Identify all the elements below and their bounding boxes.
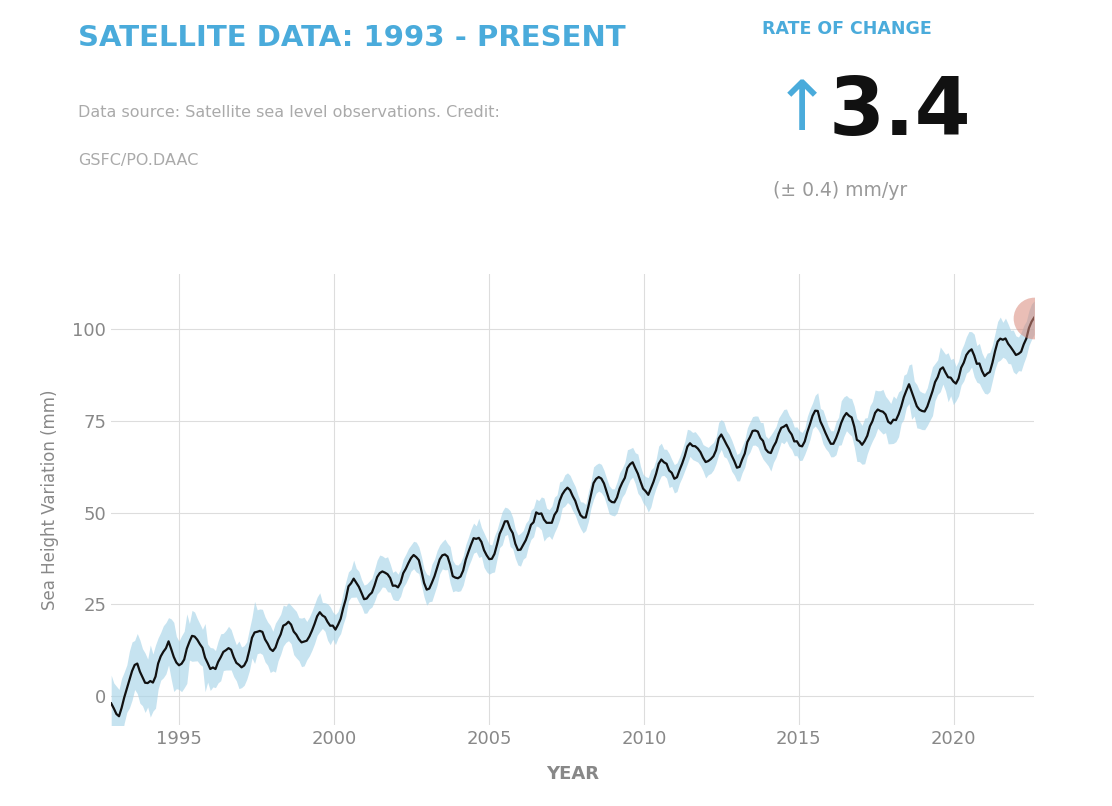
Text: GSFC/PO.DAAC: GSFC/PO.DAAC: [78, 153, 198, 168]
Text: RATE OF CHANGE: RATE OF CHANGE: [762, 20, 932, 38]
Y-axis label: Sea Height Variation (mm): Sea Height Variation (mm): [40, 389, 59, 610]
Text: SATELLITE DATA: 1993 - PRESENT: SATELLITE DATA: 1993 - PRESENT: [78, 24, 625, 52]
Text: (± 0.4) mm/yr: (± 0.4) mm/yr: [773, 181, 907, 201]
Text: 3.4: 3.4: [828, 74, 971, 152]
Text: ↑: ↑: [773, 77, 831, 143]
X-axis label: YEAR: YEAR: [546, 765, 599, 783]
Text: Data source: Satellite sea level observations. Credit:: Data source: Satellite sea level observa…: [78, 105, 499, 120]
Point: [1025, 311, 1043, 324]
